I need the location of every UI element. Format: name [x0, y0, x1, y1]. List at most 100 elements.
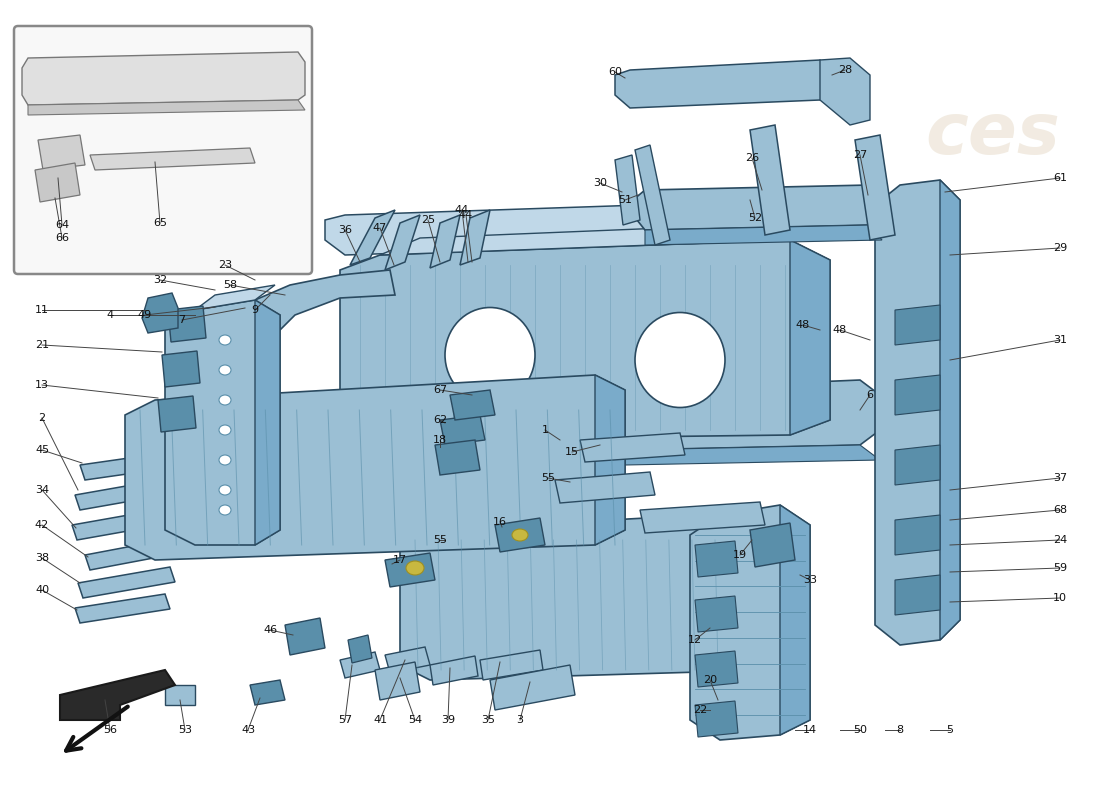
Text: 16: 16 — [493, 517, 507, 527]
Text: 36: 36 — [338, 225, 352, 235]
Polygon shape — [490, 665, 575, 710]
Ellipse shape — [635, 313, 725, 407]
Ellipse shape — [219, 425, 231, 435]
Text: 6: 6 — [867, 390, 873, 400]
Text: 25: 25 — [421, 215, 436, 225]
Polygon shape — [400, 515, 730, 680]
Polygon shape — [874, 180, 960, 645]
Polygon shape — [90, 148, 255, 170]
Text: 13: 13 — [35, 380, 50, 390]
Polygon shape — [855, 135, 895, 240]
Polygon shape — [78, 567, 175, 598]
Polygon shape — [895, 445, 940, 485]
Text: 62: 62 — [433, 415, 447, 425]
Text: ces: ces — [925, 100, 1060, 169]
Text: 27: 27 — [852, 150, 867, 160]
Text: 19: 19 — [733, 550, 747, 560]
Text: 35: 35 — [481, 715, 495, 725]
Polygon shape — [385, 553, 435, 587]
Polygon shape — [480, 650, 543, 680]
Polygon shape — [375, 662, 420, 700]
Polygon shape — [695, 651, 738, 687]
Text: 4: 4 — [107, 310, 113, 320]
Ellipse shape — [406, 561, 424, 575]
Text: 8: 8 — [896, 725, 903, 735]
Polygon shape — [434, 440, 480, 475]
Polygon shape — [440, 415, 485, 445]
Polygon shape — [158, 396, 196, 432]
Polygon shape — [168, 306, 206, 342]
Text: 17: 17 — [393, 555, 407, 565]
Text: 68: 68 — [1053, 505, 1067, 515]
Text: 2: 2 — [39, 413, 45, 423]
Ellipse shape — [446, 307, 535, 402]
Polygon shape — [348, 635, 372, 663]
Text: 46: 46 — [263, 625, 277, 635]
Text: 3: 3 — [517, 715, 524, 725]
Polygon shape — [556, 472, 654, 503]
Text: 14: 14 — [803, 725, 817, 735]
Polygon shape — [640, 502, 764, 533]
Polygon shape — [285, 618, 324, 655]
Polygon shape — [350, 210, 395, 265]
Text: 67: 67 — [433, 385, 447, 395]
Polygon shape — [255, 270, 395, 330]
Text: 49: 49 — [138, 310, 152, 320]
Text: 37: 37 — [1053, 473, 1067, 483]
Text: 1: 1 — [541, 425, 549, 435]
Ellipse shape — [219, 505, 231, 515]
Text: 7: 7 — [178, 315, 186, 325]
FancyBboxPatch shape — [14, 26, 312, 274]
Text: 48: 48 — [796, 320, 810, 330]
Text: 52: 52 — [748, 213, 762, 223]
Text: 51: 51 — [618, 195, 632, 205]
Polygon shape — [60, 670, 175, 720]
Text: 32: 32 — [153, 275, 167, 285]
Polygon shape — [324, 200, 815, 255]
Polygon shape — [790, 240, 830, 435]
Polygon shape — [162, 351, 200, 387]
Polygon shape — [385, 215, 420, 270]
Text: 48: 48 — [833, 325, 847, 335]
Polygon shape — [750, 125, 790, 235]
Polygon shape — [255, 300, 280, 545]
Polygon shape — [85, 538, 180, 570]
Polygon shape — [75, 473, 205, 510]
Ellipse shape — [219, 365, 231, 375]
Text: 30: 30 — [593, 178, 607, 188]
Text: 47: 47 — [373, 223, 387, 233]
Polygon shape — [165, 685, 195, 705]
Polygon shape — [690, 505, 810, 740]
Polygon shape — [895, 575, 940, 615]
Text: 12: 12 — [688, 635, 702, 645]
Text: 45: 45 — [35, 445, 50, 455]
Polygon shape — [615, 155, 640, 225]
Polygon shape — [430, 656, 478, 685]
Polygon shape — [580, 433, 685, 462]
Text: 38: 38 — [35, 553, 50, 563]
Ellipse shape — [512, 529, 528, 541]
Text: 44: 44 — [459, 210, 473, 220]
Text: 34: 34 — [35, 485, 50, 495]
Polygon shape — [75, 594, 170, 623]
Text: 42: 42 — [35, 520, 50, 530]
Polygon shape — [35, 163, 80, 202]
Text: 43: 43 — [241, 725, 255, 735]
Text: 28: 28 — [838, 65, 853, 75]
Polygon shape — [625, 445, 880, 465]
Polygon shape — [430, 215, 460, 268]
Polygon shape — [615, 60, 835, 108]
Polygon shape — [695, 701, 738, 737]
Text: 58: 58 — [223, 280, 238, 290]
Text: 57: 57 — [338, 715, 352, 725]
Text: 53: 53 — [178, 725, 192, 735]
Text: 40: 40 — [35, 585, 50, 595]
Polygon shape — [495, 518, 544, 552]
Polygon shape — [125, 375, 625, 560]
Text: 5: 5 — [946, 725, 954, 735]
Polygon shape — [632, 185, 882, 230]
Text: 50: 50 — [852, 725, 867, 735]
Polygon shape — [895, 375, 940, 415]
Text: passionArte: passionArte — [282, 419, 638, 561]
Polygon shape — [460, 210, 490, 265]
